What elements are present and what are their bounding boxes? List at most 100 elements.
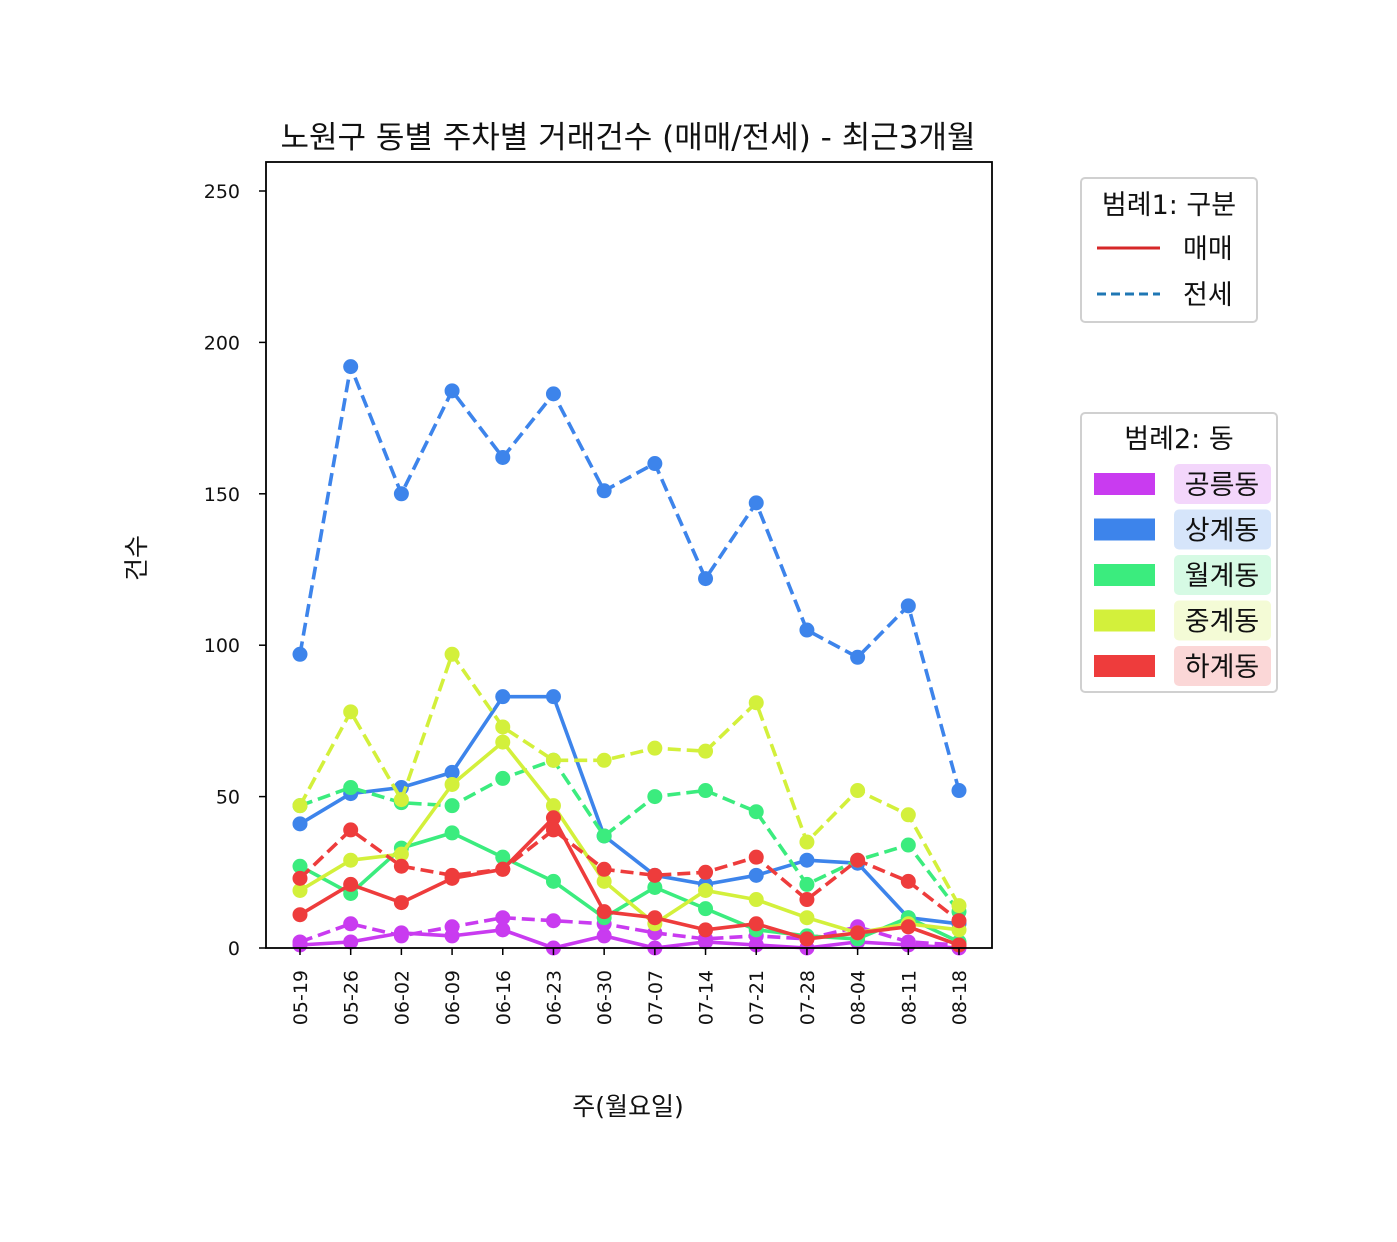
data-point xyxy=(951,913,967,929)
legend-color-swatch xyxy=(1094,518,1155,541)
data-point xyxy=(596,752,612,768)
data-point xyxy=(343,916,359,932)
data-point xyxy=(393,858,409,874)
data-point xyxy=(951,783,967,799)
series-하계동-매매 xyxy=(292,810,967,953)
series-line xyxy=(299,740,960,935)
data-point xyxy=(545,798,561,814)
legend-label-bg xyxy=(1174,509,1271,550)
legend-item-label: 중계동 xyxy=(1185,607,1260,638)
data-point xyxy=(495,689,511,705)
legend-label-bg xyxy=(1174,600,1271,641)
data-point xyxy=(647,867,663,883)
data-point xyxy=(444,776,460,792)
y-tick-label: 250 xyxy=(204,181,240,203)
data-point xyxy=(698,571,714,587)
x-tick-label: 05-26 xyxy=(341,970,363,1025)
data-point xyxy=(343,359,359,375)
data-point xyxy=(495,861,511,877)
legend-color-swatch xyxy=(1094,473,1155,495)
data-point xyxy=(748,916,764,932)
data-point xyxy=(748,867,764,883)
data-point xyxy=(596,483,612,499)
data-point xyxy=(495,449,511,465)
data-point xyxy=(545,689,561,705)
data-point xyxy=(698,783,714,799)
legend-item-label: 하계동 xyxy=(1185,652,1260,683)
legend-label-bg xyxy=(1174,646,1271,686)
data-point xyxy=(444,798,460,814)
x-axis: 05-19 05-26 06-02 06-09 06-16 06-23 06-30 07-07… xyxy=(290,948,971,1025)
data-point xyxy=(850,649,866,665)
data-point xyxy=(393,792,409,808)
series-월계동-전세 xyxy=(292,752,967,920)
series-line xyxy=(298,828,961,923)
data-point xyxy=(343,852,359,868)
series-line xyxy=(298,652,961,907)
data-point xyxy=(698,901,714,917)
legend-color-swatch xyxy=(1094,609,1155,632)
y-tick-label: 50 xyxy=(216,787,240,809)
x-tick-label: 07-28 xyxy=(797,970,819,1025)
data-point xyxy=(596,928,612,944)
data-point xyxy=(495,770,511,786)
x-tick-label: 05-19 xyxy=(290,970,312,1025)
data-point xyxy=(292,798,308,814)
data-point xyxy=(748,892,764,908)
data-point xyxy=(698,743,714,759)
data-point xyxy=(596,861,612,877)
x-tick-label: 07-07 xyxy=(645,970,667,1025)
data-point xyxy=(393,486,409,502)
data-point xyxy=(799,834,815,850)
data-point xyxy=(850,783,866,799)
legend-item-label: 상계동 xyxy=(1185,516,1260,547)
legend-item-label: 전세 xyxy=(1183,280,1233,311)
legend-frame xyxy=(1080,177,1258,323)
plot-frame xyxy=(265,161,993,949)
x-tick-label: 06-09 xyxy=(442,970,464,1025)
x-tick-label: 06-23 xyxy=(543,970,565,1025)
series-line xyxy=(299,758,961,913)
data-point xyxy=(799,852,815,868)
data-point xyxy=(495,719,511,735)
data-point xyxy=(444,764,460,780)
y-axis: 0 50 100 150 200 250 xyxy=(204,181,266,960)
data-point xyxy=(495,849,511,865)
x-tick-label: 06-02 xyxy=(391,970,413,1025)
plot-area xyxy=(265,161,993,956)
x-tick-label: 06-16 xyxy=(493,970,515,1025)
x-tick-label: 08-11 xyxy=(898,970,920,1025)
data-point xyxy=(951,898,967,914)
series-하계동-전세 xyxy=(292,822,967,929)
data-point xyxy=(900,919,916,935)
data-point xyxy=(292,934,308,950)
data-point xyxy=(698,922,714,938)
legend-color-swatch xyxy=(1094,564,1155,586)
legend-color-swatch xyxy=(1094,655,1155,677)
legend-label-bg xyxy=(1174,555,1271,595)
data-point xyxy=(748,695,764,711)
series-line xyxy=(298,364,961,791)
x-tick-label: 07-14 xyxy=(696,970,718,1025)
legend-item-label: 월계동 xyxy=(1185,561,1260,592)
data-point xyxy=(900,807,916,823)
series-중계동-매매 xyxy=(292,734,967,941)
legend-label-bg xyxy=(1174,464,1271,504)
data-point xyxy=(393,846,409,862)
x-tick-label: 08-04 xyxy=(848,970,870,1025)
y-tick-label: 100 xyxy=(204,635,240,657)
data-point xyxy=(850,852,866,868)
data-point xyxy=(545,913,561,929)
y-axis-label: 건수 xyxy=(122,535,151,581)
data-point xyxy=(850,925,866,941)
data-point xyxy=(596,873,612,889)
data-point xyxy=(343,780,359,796)
data-point xyxy=(647,879,663,895)
data-point xyxy=(900,934,916,950)
series-상계동-전세 xyxy=(292,359,967,799)
data-point xyxy=(900,873,916,889)
data-point xyxy=(343,822,359,838)
data-point xyxy=(545,386,561,402)
